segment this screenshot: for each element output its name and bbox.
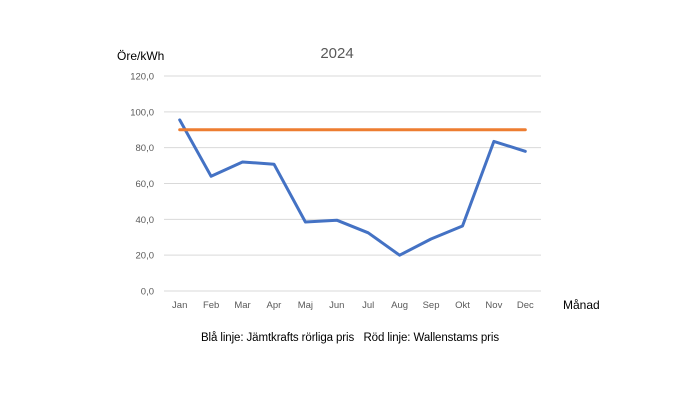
x-tick-label: Sep: [423, 300, 440, 311]
y-tick-label: 0,0: [141, 287, 154, 298]
legend-red-line-text: Röd linje: Wallenstams pris: [363, 332, 500, 344]
x-tick-label: Aug: [391, 300, 408, 311]
y-axis-ticks: 0,0 20,0 40,0 60,0 80,0 100,0 120,0: [130, 72, 154, 298]
x-axis-ticks: Jan Feb Mar Apr Maj Jun Jul Aug Sep Okt Nov Dec: [172, 300, 534, 311]
gridlines: [164, 75, 541, 292]
y-tick-label: 60,0: [136, 179, 155, 190]
legend-caption: Blå linje: Jämtkrafts rörliga pris Röd l…: [0, 332, 700, 344]
x-tick-label: Mar: [234, 300, 250, 311]
series-lines: [178, 118, 527, 257]
y-tick-label: 40,0: [136, 215, 155, 226]
x-tick-label: Apr: [267, 300, 282, 311]
x-tick-label: Jan: [172, 300, 187, 311]
x-tick-label: Maj: [298, 300, 313, 311]
series-line-blue: [178, 118, 527, 257]
y-tick-label: 120,0: [130, 72, 154, 83]
x-tick-label: Nov: [485, 300, 502, 311]
x-tick-label: Jun: [329, 300, 344, 311]
y-axis-unit-label: Öre/kWh: [117, 49, 164, 63]
x-tick-label: Feb: [203, 300, 219, 311]
legend-blue-line-text: Blå linje: Jämtkrafts rörliga pris: [200, 332, 355, 344]
y-tick-label: 100,0: [130, 107, 154, 118]
y-tick-label: 20,0: [136, 251, 155, 262]
x-tick-label: Jul: [362, 300, 374, 311]
chart-title: 2024: [320, 45, 353, 62]
x-tick-label: Dec: [517, 300, 534, 311]
x-tick-label: Okt: [455, 300, 470, 311]
x-axis-label: Månad: [563, 298, 600, 312]
y-tick-label: 80,0: [136, 143, 155, 154]
